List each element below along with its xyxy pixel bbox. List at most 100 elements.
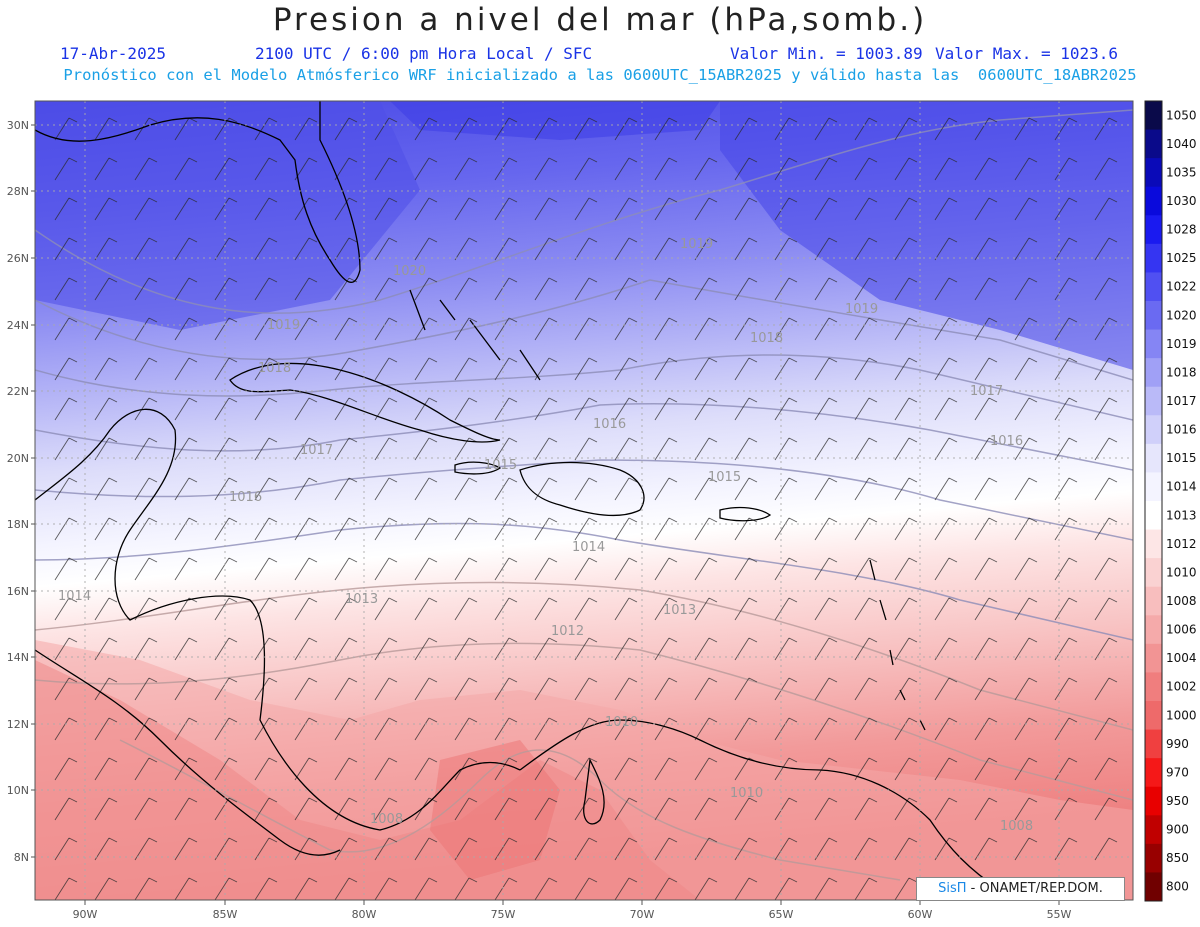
lat-tick: 8N bbox=[14, 851, 29, 864]
brand-label: SisΠ bbox=[938, 881, 967, 896]
colorbar-swatch bbox=[1145, 186, 1162, 216]
lat-tick: 30N bbox=[7, 119, 29, 132]
contour-label: 1015 bbox=[708, 470, 741, 485]
colorbar-swatch bbox=[1145, 672, 1162, 702]
colorbar-swatch bbox=[1145, 272, 1162, 302]
colorbar-swatch bbox=[1145, 472, 1162, 502]
colorbar-swatch bbox=[1145, 386, 1162, 416]
subtitle-row: 17-Abr-2025 2100 UTC / 6:00 pm Hora Loca… bbox=[0, 44, 1200, 66]
colorbar-swatch bbox=[1145, 415, 1162, 445]
colorbar-label: 1016 bbox=[1166, 423, 1197, 437]
colorbar-label: 1015 bbox=[1166, 451, 1197, 465]
colorbar-swatch bbox=[1145, 243, 1162, 273]
colorbar-border bbox=[1144, 100, 1163, 902]
colorbar-label: 970 bbox=[1166, 765, 1189, 779]
contour-label: 1016 bbox=[990, 434, 1023, 449]
colorbar-label: 1010 bbox=[1166, 565, 1197, 579]
contour-label: 1012 bbox=[551, 624, 584, 639]
colorbar-label: 1050 bbox=[1166, 108, 1197, 122]
lon-tick: 75W bbox=[491, 908, 516, 921]
contour-label: 1017 bbox=[970, 384, 1003, 399]
lon-tick: 70W bbox=[630, 908, 655, 921]
contour-label: 1013 bbox=[663, 603, 696, 618]
colorbar-swatch bbox=[1145, 558, 1162, 588]
colorbar-swatch bbox=[1145, 615, 1162, 645]
lon-tick: 90W bbox=[73, 908, 98, 921]
lat-tick: 18N bbox=[7, 518, 29, 531]
colorbar-label: 1002 bbox=[1166, 680, 1197, 694]
lon-tick: 85W bbox=[213, 908, 238, 921]
colorbar-swatch bbox=[1145, 729, 1162, 759]
colorbar-label: 1000 bbox=[1166, 708, 1197, 722]
contour-label: 1010 bbox=[730, 786, 763, 801]
colorbar-label: 900 bbox=[1166, 823, 1189, 837]
colorbar-swatch bbox=[1145, 358, 1162, 388]
colorbar-swatch bbox=[1145, 129, 1162, 159]
lat-tick: 24N bbox=[7, 319, 29, 332]
colorbar-label: 800 bbox=[1166, 880, 1189, 894]
lon-tick: 55W bbox=[1047, 908, 1072, 921]
lat-tick: 16N bbox=[7, 585, 29, 598]
colorbar-swatch bbox=[1145, 643, 1162, 673]
colorbar-swatch bbox=[1145, 101, 1162, 131]
colorbar-label: 1004 bbox=[1166, 651, 1197, 665]
lat-tick: 12N bbox=[7, 718, 29, 731]
contour-label: 1018 bbox=[750, 331, 783, 346]
lat-tick: 20N bbox=[7, 452, 29, 465]
colorbar-label: 1012 bbox=[1166, 537, 1197, 551]
colorbar-label: 990 bbox=[1166, 737, 1189, 751]
colorbar-label: 1030 bbox=[1166, 194, 1197, 208]
colorbar-swatch bbox=[1145, 815, 1162, 845]
lat-tick: 28N bbox=[7, 185, 29, 198]
credit-text: - ONAMET/REP.DOM. bbox=[966, 881, 1103, 896]
colorbar-label: 1006 bbox=[1166, 623, 1197, 637]
contour-label: 1016 bbox=[229, 490, 262, 505]
contour-label: 1015 bbox=[484, 458, 517, 473]
contour-label: 1008 bbox=[370, 812, 403, 827]
min-value-label: Valor Min. = 1003.89 bbox=[730, 44, 923, 63]
contour-label: 1018 bbox=[258, 361, 291, 376]
colorbar-swatch bbox=[1145, 158, 1162, 188]
colorbar-label: 1020 bbox=[1166, 308, 1197, 322]
lat-tick: 26N bbox=[7, 252, 29, 265]
date-label: 17-Abr-2025 bbox=[60, 44, 166, 63]
contour-label: 1020 bbox=[393, 264, 426, 279]
colorbar: 1050 1040 1035 1030 1028 1025 1022 1020 1019 1018… bbox=[1144, 100, 1197, 902]
pressure-shading bbox=[35, 101, 1133, 900]
colorbar-swatch bbox=[1145, 529, 1162, 559]
lon-tick: 60W bbox=[908, 908, 933, 921]
contour-label: 1019 bbox=[680, 237, 713, 252]
colorbar-label: 1014 bbox=[1166, 480, 1197, 494]
lon-tick: 80W bbox=[352, 908, 377, 921]
contour-label: 1010 bbox=[605, 715, 638, 730]
contour-label: 1019 bbox=[267, 318, 300, 333]
colorbar-swatch bbox=[1145, 301, 1162, 331]
colorbar-label: 1017 bbox=[1166, 394, 1197, 408]
contour-label: 1019 bbox=[845, 302, 878, 317]
lat-tick: 10N bbox=[7, 784, 29, 797]
contour-label: 1017 bbox=[300, 443, 333, 458]
colorbar-label: 1019 bbox=[1166, 337, 1197, 351]
colorbar-label: 850 bbox=[1166, 851, 1189, 865]
contour-label: 1014 bbox=[572, 540, 605, 555]
contour-label: 1016 bbox=[593, 417, 626, 432]
lon-axis: 90W 85W 80W 75W 70W 65W 60W 55W bbox=[73, 908, 1072, 921]
colorbar-swatch bbox=[1145, 443, 1162, 473]
colorbar-label: 1008 bbox=[1166, 594, 1197, 608]
contour-label: 1014 bbox=[58, 589, 91, 604]
colorbar-swatch bbox=[1145, 329, 1162, 359]
colorbar-swatch bbox=[1145, 586, 1162, 616]
time-label: 2100 UTC / 6:00 pm Hora Local / SFC bbox=[255, 44, 593, 63]
colorbar-swatch bbox=[1145, 215, 1162, 245]
chart-title: Presion a nivel del mar (hPa,somb.) bbox=[272, 2, 928, 38]
colorbar-label: 1035 bbox=[1166, 165, 1197, 179]
contour-labels: 1020 1019 1019 1019 1018 1018 1017 1017 … bbox=[58, 237, 1033, 834]
colorbar-label: 1018 bbox=[1166, 365, 1197, 379]
colorbar-swatch bbox=[1145, 701, 1162, 731]
forecast-note: Pronóstico con el Modelo Atmósferico WRF… bbox=[63, 66, 1137, 84]
contour-label: 1013 bbox=[345, 592, 378, 607]
colorbar-label: 1022 bbox=[1166, 280, 1197, 294]
map-frame bbox=[34, 100, 1134, 901]
colorbar-label: 950 bbox=[1166, 794, 1189, 808]
